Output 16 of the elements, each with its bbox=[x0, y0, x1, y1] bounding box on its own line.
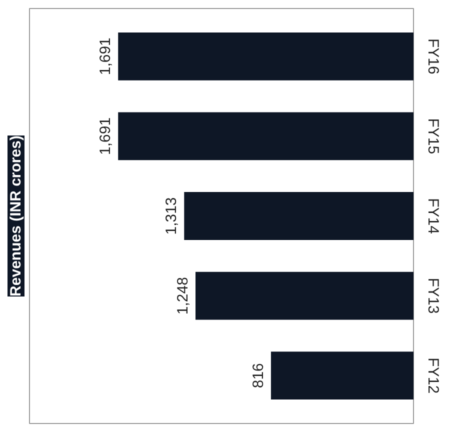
y-tick-label: FY12 bbox=[424, 358, 442, 394]
bar bbox=[196, 272, 414, 320]
bar bbox=[118, 112, 414, 160]
data-label: 816 bbox=[250, 363, 267, 388]
data-label: 1,313 bbox=[163, 197, 180, 235]
data-label: 1,691 bbox=[97, 117, 114, 155]
text: Revenues (INR crores) bbox=[8, 136, 24, 296]
bar bbox=[184, 192, 414, 240]
y-tick-label: FY13 bbox=[424, 278, 442, 314]
bar bbox=[118, 32, 414, 80]
y-tick-label: FY14 bbox=[424, 198, 442, 234]
data-label: 1,691 bbox=[97, 38, 114, 76]
data-label: 1,248 bbox=[174, 277, 192, 315]
y-tick-label: FY16 bbox=[424, 38, 442, 74]
y-tick-label: FY15 bbox=[424, 118, 442, 154]
bar bbox=[270, 352, 414, 400]
